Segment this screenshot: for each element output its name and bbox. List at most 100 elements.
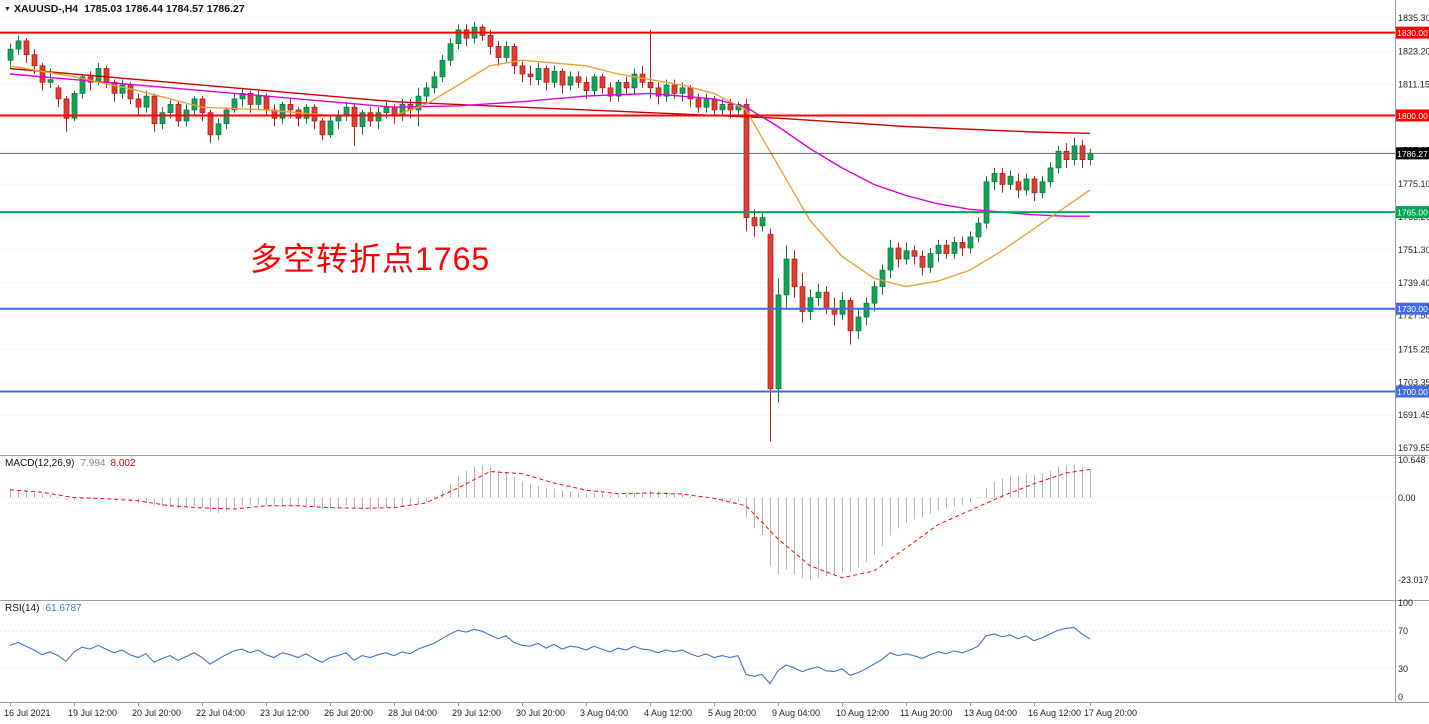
price-tag-1800.00: 1800.00 (1396, 109, 1429, 122)
candle (903, 250, 910, 260)
candle (879, 269, 886, 288)
rsi-name: RSI(14) (5, 603, 40, 614)
candle (807, 297, 814, 312)
main-plot-area[interactable] (0, 12, 1395, 455)
time-axis-label: 29 Jul 12:00 (452, 708, 501, 718)
rsi-axis-label: 100 (1398, 598, 1413, 608)
svg-text:1830.00: 1830.00 (1397, 28, 1428, 38)
candle (991, 173, 998, 183)
candle (919, 255, 926, 268)
candle (343, 106, 350, 116)
candle (935, 244, 942, 254)
candle (367, 112, 374, 122)
macd-indicator-label: MACD(12,26,9) 7.994 8.002 (5, 458, 136, 469)
candle (791, 258, 798, 288)
svg-text:1786.27: 1786.27 (1397, 149, 1428, 159)
candle (1047, 167, 1054, 183)
price-axis-label: 1715.25 (1398, 344, 1429, 354)
candle (247, 92, 254, 105)
macd-axis-label: -23.017 (1398, 575, 1429, 585)
candle (999, 173, 1006, 185)
candle (951, 242, 958, 254)
main-gridlines (0, 17, 1395, 449)
candle (63, 98, 70, 119)
candle (1071, 145, 1078, 161)
candle (927, 253, 934, 268)
time-axis-label: 4 Aug 12:00 (644, 708, 692, 718)
price-tag-1765.00: 1765.00 (1396, 206, 1429, 219)
time-axis-label: 13 Aug 04:00 (964, 708, 1017, 718)
macd-axis-label: 10.648 (1398, 455, 1426, 465)
candle (535, 68, 542, 80)
candle (591, 76, 598, 91)
candle (727, 104, 734, 111)
candle (447, 43, 454, 61)
candle (423, 87, 430, 97)
symbol-marker-icon[interactable]: ▼ (4, 6, 11, 13)
price-axis-label: 1811.15 (1398, 80, 1429, 90)
candle (631, 73, 638, 89)
candle (767, 233, 774, 390)
time-axis-label: 20 Jul 20:00 (132, 708, 181, 718)
candle (575, 76, 582, 83)
candle (263, 95, 270, 111)
candle (239, 92, 246, 100)
chart-header: ▼ XAUUSD-,H4 1785.03 1786.44 1784.57 1786.… (4, 3, 245, 15)
candle (15, 40, 22, 50)
candle (287, 104, 294, 111)
time-axis-label: 11 Aug 20:00 (900, 708, 952, 718)
candle (215, 123, 222, 136)
macd-axis[interactable]: 10.648 0.00 -23.017 (1398, 455, 1429, 585)
time-axis-label: 19 Jul 12:00 (68, 708, 117, 718)
price-axis-label: 1703.35 (1398, 377, 1429, 387)
candle (487, 35, 494, 47)
candle (967, 236, 974, 249)
candle (847, 300, 854, 332)
time-axis-label: 9 Aug 04:00 (772, 708, 820, 718)
candle (943, 244, 950, 254)
candle (671, 84, 678, 94)
candle (783, 258, 790, 296)
candle (975, 222, 982, 238)
macd-signal-line (9, 468, 1091, 579)
candle (647, 81, 654, 89)
macd-signal-value: 8.002 (110, 458, 136, 469)
candle (231, 98, 238, 111)
svg-text:1800.00: 1800.00 (1397, 111, 1428, 121)
candle (47, 79, 54, 83)
time-axis-label: 16 Jul 2021 (4, 708, 51, 718)
candle (31, 54, 38, 67)
candle (1039, 181, 1046, 194)
price-tag-1830.00: 1830.00 (1396, 26, 1429, 39)
ma-red-line (9, 67, 1091, 135)
candle (111, 81, 118, 94)
price-tag-1730.00: 1730.00 (1396, 302, 1429, 315)
time-axis[interactable]: 16 Jul 2021 19 Jul 12:00 20 Jul 20:00 22 Ju… (4, 702, 1137, 718)
symbol-period-label: XAUUSD-,H4 (13, 3, 79, 15)
candle (527, 73, 534, 78)
candle (39, 65, 46, 83)
candle (375, 112, 382, 122)
candle (151, 95, 158, 125)
time-axis-label: 28 Jul 04:00 (388, 708, 437, 718)
time-axis-label: 26 Jul 20:00 (324, 708, 373, 718)
candle (911, 250, 918, 257)
candle (559, 70, 566, 86)
ohlc-values: 1785.03 1786.44 1784.57 1786.27 (84, 3, 245, 15)
macd-plot-area[interactable] (0, 456, 1395, 599)
chart-annotation-text[interactable]: 多空转折点1765 (250, 241, 491, 277)
rsi-plot-area[interactable] (0, 601, 1395, 701)
time-axis-label: 3 Aug 04:00 (580, 708, 628, 718)
time-axis-label: 10 Aug 12:00 (836, 708, 889, 718)
candle (583, 81, 590, 91)
candle (351, 106, 358, 127)
candle (655, 87, 662, 97)
candle (679, 87, 686, 94)
candle (1007, 175, 1014, 185)
rsi-axis[interactable]: 100 70 30 0 (1398, 598, 1413, 702)
time-axis-label: 23 Jul 12:00 (260, 708, 309, 718)
candle (543, 68, 550, 83)
candle (103, 68, 110, 83)
